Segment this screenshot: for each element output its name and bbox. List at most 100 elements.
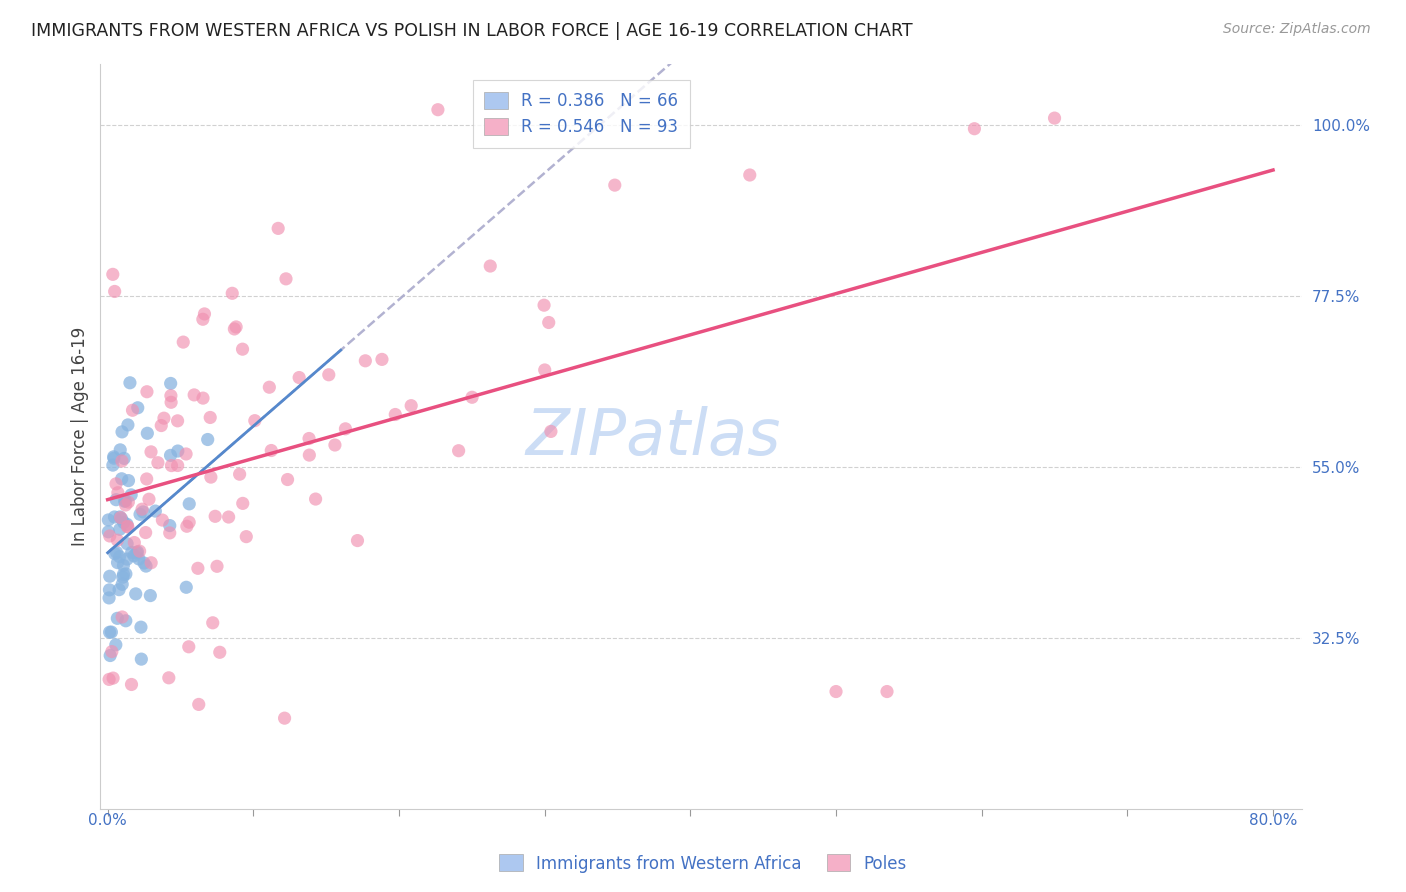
Point bbox=[177, 640, 200, 654]
Point bbox=[135, 525, 157, 540]
Point bbox=[128, 544, 150, 558]
Point bbox=[232, 496, 254, 510]
Point bbox=[131, 502, 153, 516]
Point bbox=[447, 443, 470, 458]
Point bbox=[112, 516, 135, 530]
Point bbox=[243, 414, 266, 428]
Point bbox=[179, 515, 201, 529]
Point bbox=[540, 425, 562, 439]
Point bbox=[104, 547, 127, 561]
Legend: R = 0.386   N = 66, R = 0.546   N = 93: R = 0.386 N = 66, R = 0.546 N = 93 bbox=[472, 80, 689, 148]
Point bbox=[166, 458, 188, 473]
Point bbox=[153, 411, 176, 425]
Point bbox=[114, 498, 136, 512]
Point bbox=[100, 625, 122, 640]
Point bbox=[150, 513, 173, 527]
Point bbox=[114, 494, 136, 508]
Point bbox=[876, 684, 898, 698]
Point bbox=[136, 384, 159, 399]
Point bbox=[259, 380, 281, 394]
Point bbox=[159, 518, 181, 533]
Point bbox=[221, 286, 243, 301]
Point bbox=[117, 474, 139, 488]
Point bbox=[103, 451, 125, 466]
Point bbox=[179, 497, 201, 511]
Point bbox=[112, 451, 135, 466]
Point bbox=[323, 438, 346, 452]
Point bbox=[101, 644, 124, 658]
Point bbox=[138, 492, 160, 507]
Point bbox=[101, 458, 124, 472]
Point bbox=[288, 370, 311, 384]
Point bbox=[141, 556, 163, 570]
Point bbox=[267, 221, 290, 235]
Point bbox=[111, 570, 134, 584]
Point bbox=[159, 449, 181, 463]
Point bbox=[98, 582, 121, 597]
Point bbox=[117, 495, 139, 509]
Point bbox=[157, 671, 180, 685]
Point bbox=[115, 566, 138, 581]
Point bbox=[298, 448, 321, 462]
Point bbox=[335, 422, 357, 436]
Point bbox=[111, 472, 134, 486]
Point bbox=[150, 418, 173, 433]
Point bbox=[107, 533, 129, 548]
Point bbox=[117, 519, 139, 533]
Point bbox=[115, 552, 138, 566]
Point bbox=[104, 285, 127, 299]
Point bbox=[121, 403, 143, 417]
Point bbox=[107, 556, 129, 570]
Point bbox=[117, 520, 139, 534]
Point bbox=[128, 552, 150, 566]
Point bbox=[129, 620, 152, 634]
Point bbox=[125, 587, 148, 601]
Point bbox=[603, 178, 626, 193]
Point bbox=[103, 450, 125, 464]
Point bbox=[346, 533, 368, 548]
Point bbox=[139, 445, 162, 459]
Text: IMMIGRANTS FROM WESTERN AFRICA VS POLISH IN LABOR FORCE | AGE 16-19 CORRELATION : IMMIGRANTS FROM WESTERN AFRICA VS POLISH… bbox=[31, 22, 912, 40]
Point bbox=[533, 298, 555, 312]
Point bbox=[399, 399, 422, 413]
Point bbox=[160, 458, 183, 473]
Point bbox=[159, 525, 181, 540]
Point bbox=[204, 509, 226, 524]
Point bbox=[112, 558, 135, 573]
Point bbox=[160, 395, 183, 409]
Point bbox=[533, 363, 555, 377]
Point bbox=[143, 504, 166, 518]
Point bbox=[139, 589, 162, 603]
Point bbox=[277, 473, 299, 487]
Point bbox=[125, 546, 148, 560]
Point bbox=[98, 529, 121, 543]
Point bbox=[111, 610, 134, 624]
Point bbox=[166, 414, 188, 428]
Point bbox=[200, 410, 222, 425]
Point bbox=[98, 648, 121, 663]
Point bbox=[114, 614, 136, 628]
Point bbox=[172, 335, 194, 350]
Point bbox=[110, 512, 132, 526]
Point bbox=[159, 376, 181, 391]
Point bbox=[98, 625, 121, 640]
Point bbox=[111, 454, 134, 468]
Point bbox=[200, 470, 222, 484]
Point bbox=[193, 307, 215, 321]
Point bbox=[228, 467, 250, 482]
Point bbox=[183, 388, 205, 402]
Point bbox=[127, 545, 149, 559]
Point bbox=[105, 492, 128, 507]
Point bbox=[174, 447, 197, 461]
Point bbox=[97, 524, 120, 539]
Point bbox=[224, 322, 246, 336]
Point bbox=[218, 510, 240, 524]
Legend: Immigrants from Western Africa, Poles: Immigrants from Western Africa, Poles bbox=[492, 847, 914, 880]
Point bbox=[191, 312, 214, 326]
Point bbox=[136, 426, 159, 441]
Point bbox=[101, 268, 124, 282]
Point bbox=[197, 433, 219, 447]
Point bbox=[461, 390, 484, 404]
Text: Source: ZipAtlas.com: Source: ZipAtlas.com bbox=[1223, 22, 1371, 37]
Point bbox=[146, 456, 169, 470]
